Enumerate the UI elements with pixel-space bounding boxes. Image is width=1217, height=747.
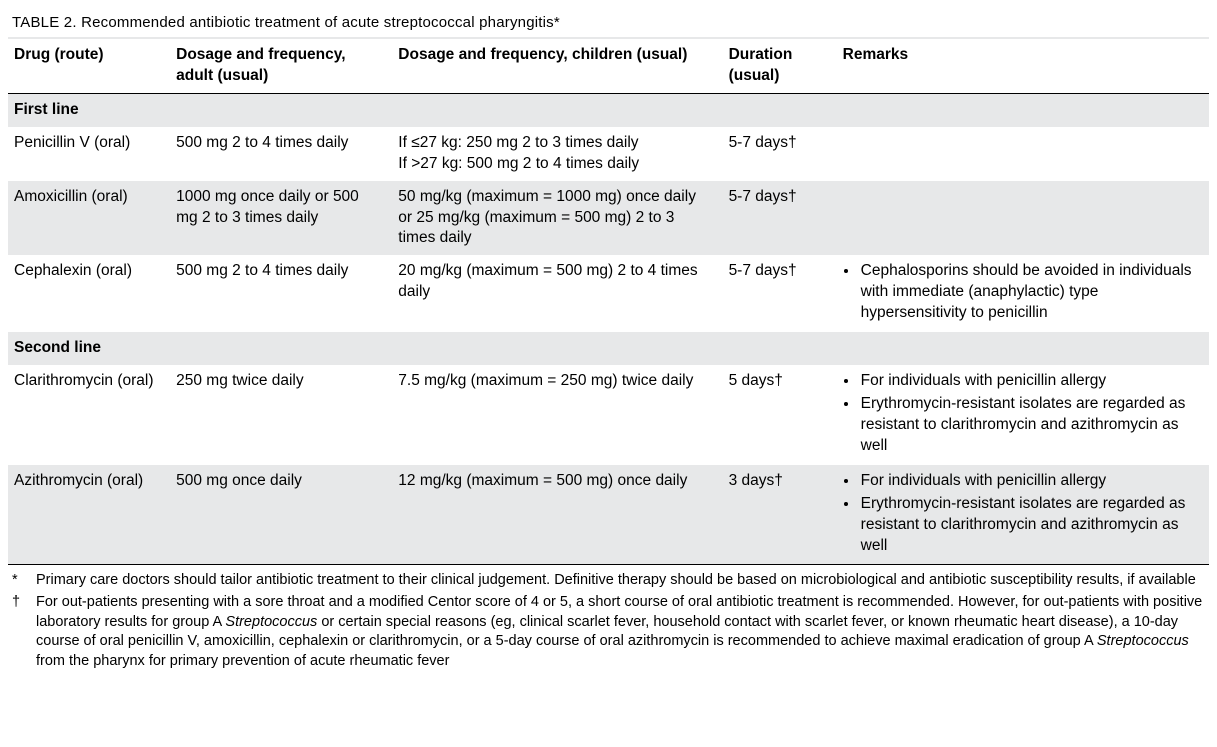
cell-remarks [837, 181, 1209, 256]
footnote-italic: Streptococcus [225, 614, 317, 630]
remark-item: Erythromycin-resistant isolates are rega… [859, 394, 1199, 457]
footnote-text: For out-patients presenting with a sore … [36, 593, 1205, 671]
remarks-list: For individuals with penicillin allergy … [843, 371, 1199, 457]
cell-duration: 5-7 days† [723, 181, 837, 256]
cell-adult: 250 mg twice daily [170, 365, 392, 465]
footnote-text: Primary care doctors should tailor antib… [36, 571, 1205, 591]
remark-item: For individuals with penicillin allergy [859, 471, 1199, 492]
cell-adult: 500 mg once daily [170, 465, 392, 565]
cell-duration: 5-7 days† [723, 255, 837, 332]
section-first-line: First line [8, 93, 1209, 126]
cell-duration: 5 days† [723, 365, 837, 465]
cell-drug: Azithromycin (oral) [8, 465, 170, 565]
table-row: Azithromycin (oral) 500 mg once daily 12… [8, 465, 1209, 565]
section-label: First line [8, 93, 1209, 126]
section-label: Second line [8, 332, 1209, 365]
cell-drug: Cephalexin (oral) [8, 255, 170, 332]
footnote-symbol: † [12, 593, 26, 671]
table-title: Recommended antibiotic treatment of acut… [81, 14, 560, 31]
header-row: Drug (route) Dosage and frequency, adult… [8, 39, 1209, 93]
footnote-dagger: † For out-patients presenting with a sor… [12, 593, 1205, 671]
cell-children: If ≤27 kg: 250 mg 2 to 3 times daily If … [392, 127, 722, 181]
cell-duration: 5-7 days† [723, 127, 837, 181]
cell-adult: 500 mg 2 to 4 times daily [170, 255, 392, 332]
cell-adult: 500 mg 2 to 4 times daily [170, 127, 392, 181]
cell-drug: Clarithromycin (oral) [8, 365, 170, 465]
cell-drug: Amoxicillin (oral) [8, 181, 170, 256]
footnotes: * Primary care doctors should tailor ant… [8, 564, 1209, 677]
col-header-duration: Duration (usual) [723, 39, 837, 93]
col-header-children: Dosage and frequency, children (usual) [392, 39, 722, 93]
table-number: TABLE 2. [12, 14, 77, 31]
cell-remarks: For individuals with penicillin allergy … [837, 465, 1209, 565]
footnote-italic: Streptococcus [1097, 633, 1189, 649]
remarks-list: Cephalosporins should be avoided in indi… [843, 261, 1199, 324]
cell-remarks: Cephalosporins should be avoided in indi… [837, 255, 1209, 332]
table-container: TABLE 2. Recommended antibiotic treatmen… [8, 8, 1209, 677]
table-row: Cephalexin (oral) 500 mg 2 to 4 times da… [8, 255, 1209, 332]
remark-item: For individuals with penicillin allergy [859, 371, 1199, 392]
remarks-list: For individuals with penicillin allergy … [843, 471, 1199, 557]
col-header-drug: Drug (route) [8, 39, 170, 93]
cell-adult: 1000 mg once daily or 500 mg 2 to 3 time… [170, 181, 392, 256]
cell-remarks: For individuals with penicillin allergy … [837, 365, 1209, 465]
cell-children: 12 mg/kg (maximum = 500 mg) once daily [392, 465, 722, 565]
antibiotic-table: Drug (route) Dosage and frequency, adult… [8, 39, 1209, 564]
remark-item: Cephalosporins should be avoided in indi… [859, 261, 1199, 324]
table-row: Amoxicillin (oral) 1000 mg once daily or… [8, 181, 1209, 256]
footnote-star: * Primary care doctors should tailor ant… [12, 571, 1205, 591]
col-header-remarks: Remarks [837, 39, 1209, 93]
remark-item: Erythromycin-resistant isolates are rega… [859, 494, 1199, 557]
cell-children: 7.5 mg/kg (maximum = 250 mg) twice daily [392, 365, 722, 465]
footnote-segment: from the pharynx for primary prevention … [36, 653, 449, 669]
table-caption: TABLE 2. Recommended antibiotic treatmen… [8, 8, 1209, 39]
section-second-line: Second line [8, 332, 1209, 365]
table-row: Penicillin V (oral) 500 mg 2 to 4 times … [8, 127, 1209, 181]
cell-duration: 3 days† [723, 465, 837, 565]
table-row: Clarithromycin (oral) 250 mg twice daily… [8, 365, 1209, 465]
cell-children: 50 mg/kg (maximum = 1000 mg) once daily … [392, 181, 722, 256]
cell-children: 20 mg/kg (maximum = 500 mg) 2 to 4 times… [392, 255, 722, 332]
footnote-symbol: * [12, 571, 26, 591]
cell-drug: Penicillin V (oral) [8, 127, 170, 181]
cell-remarks [837, 127, 1209, 181]
col-header-adult: Dosage and frequency, adult (usual) [170, 39, 392, 93]
